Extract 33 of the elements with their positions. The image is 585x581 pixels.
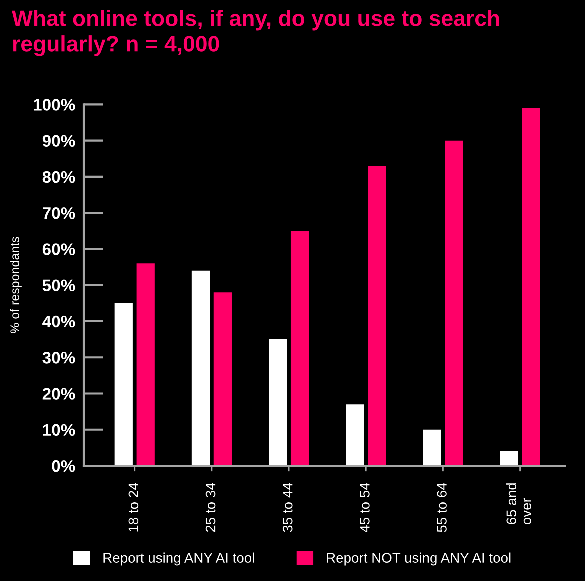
y-tick-label: 10% <box>43 424 76 436</box>
y-tick-label: 40% <box>42 316 76 328</box>
bar <box>192 270 210 466</box>
bar <box>368 166 386 466</box>
y-tick-label: 80% <box>42 171 76 184</box>
y-tick-label: 20% <box>42 388 76 400</box>
bar <box>500 452 518 466</box>
bar <box>346 404 364 466</box>
bar <box>522 108 540 466</box>
bar <box>114 303 133 466</box>
bar <box>445 140 464 466</box>
y-tick-label: 30% <box>42 352 76 364</box>
y-tick-label: 50% <box>42 280 76 292</box>
legend-label: Report using ANY AI tool <box>104 552 254 566</box>
y-axis-title: % of respondants <box>10 237 22 334</box>
x-tick-label: 55 to 64 <box>437 483 447 532</box>
x-tick-label: 45 to 54 <box>360 483 370 533</box>
y-tick-label: 90% <box>42 135 76 148</box>
x-tick-label: 35 to 44 <box>282 483 293 532</box>
y-tick-label: 70% <box>43 207 76 220</box>
bar <box>423 430 442 466</box>
x-tick-label: 18 to 24 <box>128 483 139 532</box>
bar <box>214 292 232 466</box>
y-tick-label: 0% <box>52 460 76 472</box>
chart-title: What online tools, if any, do you use to search regularly? n = 4,000 <box>12 10 500 56</box>
bar <box>290 231 310 466</box>
legend-label: Report NOT using ANY AI tool <box>327 552 511 566</box>
y-tick-label: 60% <box>42 244 76 256</box>
bar <box>136 264 155 466</box>
x-tick-label: 25 to 34 <box>206 483 216 532</box>
x-tick-label: 65 and over <box>506 484 532 525</box>
bar <box>269 340 288 466</box>
y-tick-label: 100% <box>34 99 76 111</box>
